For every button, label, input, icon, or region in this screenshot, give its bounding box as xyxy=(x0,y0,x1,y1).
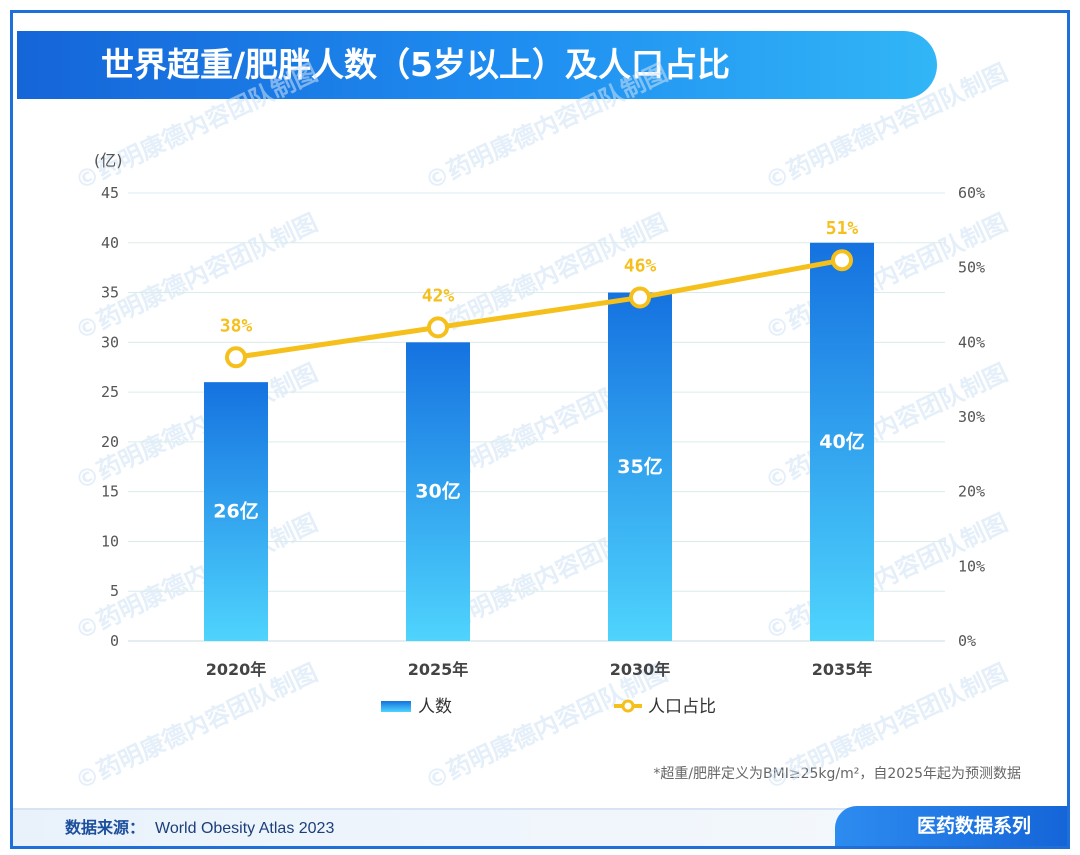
watermark-text: ©药明康德内容团队制图 xyxy=(761,358,1012,495)
y-tick-label: 30 xyxy=(101,333,119,351)
y-tick-label: 5 xyxy=(110,582,119,600)
bar-data-label: 35亿 xyxy=(617,455,662,478)
watermark-text: ©药明康德内容团队制图 xyxy=(421,658,672,795)
y-tick-label: 20 xyxy=(101,433,119,451)
title-banner: 世界超重/肥胖人数（5岁以上）及人口占比 xyxy=(17,31,937,99)
legend-line-label: 人口占比 xyxy=(648,697,716,717)
y-tick-label: 10 xyxy=(101,532,119,550)
bar-data-label: 26亿 xyxy=(213,500,258,523)
source-value: World Obesity Atlas 2023 xyxy=(155,820,335,837)
chart-title: 世界超重/肥胖人数（5岁以上）及人口占比 xyxy=(101,45,731,84)
y2-tick-label: 10% xyxy=(958,557,985,575)
bar xyxy=(810,242,874,641)
watermark-text: ©药明康德内容团队制图 xyxy=(71,358,322,495)
line-data-label: 51% xyxy=(826,218,859,239)
axis-layer: 0 5 10 15 20 25 30 35 40 45 0% 10% 20% 30% 40% 50% 60% (亿… xyxy=(94,151,985,679)
bar xyxy=(608,292,672,641)
y-axis-unit: (亿) xyxy=(94,151,123,170)
line-layer: 38% 42% 46% 51% xyxy=(220,218,859,369)
combo-chart: ©药明康德内容团队制图 ©药明康德内容团队制图 ©药明康德内容团队制图©药明康德内容… xyxy=(71,58,1012,795)
line-point xyxy=(629,286,651,309)
x-tick-label: 2020年 xyxy=(206,660,267,679)
legend-line-marker xyxy=(621,699,635,713)
y2-tick-label: 60% xyxy=(958,184,985,202)
bar-data-label: 40亿 xyxy=(819,430,864,453)
y2-tick-label: 50% xyxy=(958,259,985,277)
y-tick-label: 15 xyxy=(101,483,119,501)
watermark-text: ©药明康德内容团队制图 xyxy=(761,58,1012,195)
y-tick-label: 40 xyxy=(101,234,119,252)
watermark-text: ©药明康德内容团队制图 xyxy=(71,508,322,645)
line-point xyxy=(225,346,247,369)
legend-bar-swatch xyxy=(381,701,411,712)
y2-tick-label: 30% xyxy=(958,408,985,426)
series-tag-label: 医药数据系列 xyxy=(916,815,1031,837)
series-tag: 医药数据系列 xyxy=(835,806,1067,846)
legend-bar-label: 人数 xyxy=(418,697,452,717)
watermark-text: ©药明康德内容团队制图 xyxy=(761,208,1012,345)
bar-layer: 26亿 30亿 35亿 40亿 xyxy=(204,242,874,641)
legend: 人数 人口占比 xyxy=(381,697,716,717)
watermark-text: ©药明康德内容团队制图 xyxy=(71,58,322,195)
line-point xyxy=(831,249,853,272)
watermark-text: ©药明康德内容团队制图 xyxy=(71,208,322,345)
y2-tick-label: 20% xyxy=(958,483,985,501)
x-tick-label: 2025年 xyxy=(408,660,469,679)
y-tick-label: 35 xyxy=(101,284,119,302)
x-tick-label: 2030年 xyxy=(610,660,671,679)
y-tick-label: 0 xyxy=(110,632,119,650)
y2-tick-label: 0% xyxy=(958,632,976,650)
bar-data-label: 30亿 xyxy=(415,480,460,503)
y-tick-label: 45 xyxy=(101,184,119,202)
bar xyxy=(406,342,470,641)
footnote: *超重/肥胖定义为BMI≥25kg/m²，自2025年起为预测数据 xyxy=(653,766,1021,782)
x-tick-label: 2035年 xyxy=(812,660,873,679)
line-data-label: 46% xyxy=(624,256,657,277)
line-point xyxy=(427,316,449,339)
watermark-text: ©药明康德内容团队制图 xyxy=(761,508,1012,645)
y-tick-label: 25 xyxy=(101,383,119,401)
y2-tick-label: 40% xyxy=(958,333,985,351)
line-data-label: 38% xyxy=(220,315,253,336)
series-line xyxy=(235,257,843,360)
chart-frame: 世界超重/肥胖人数（5岁以上）及人口占比 *超重/肥胖定义为BMI≥25kg/m… xyxy=(10,10,1070,849)
watermark-text: ©药明康德内容团队制图 xyxy=(761,658,1012,795)
line-data-label: 42% xyxy=(422,285,455,306)
watermark-text: ©药明康德内容团队制图 xyxy=(421,58,672,195)
bar xyxy=(204,382,268,641)
watermark-text: ©药明康德内容团队制图 xyxy=(71,658,322,795)
source-label: 数据来源： xyxy=(65,818,146,837)
